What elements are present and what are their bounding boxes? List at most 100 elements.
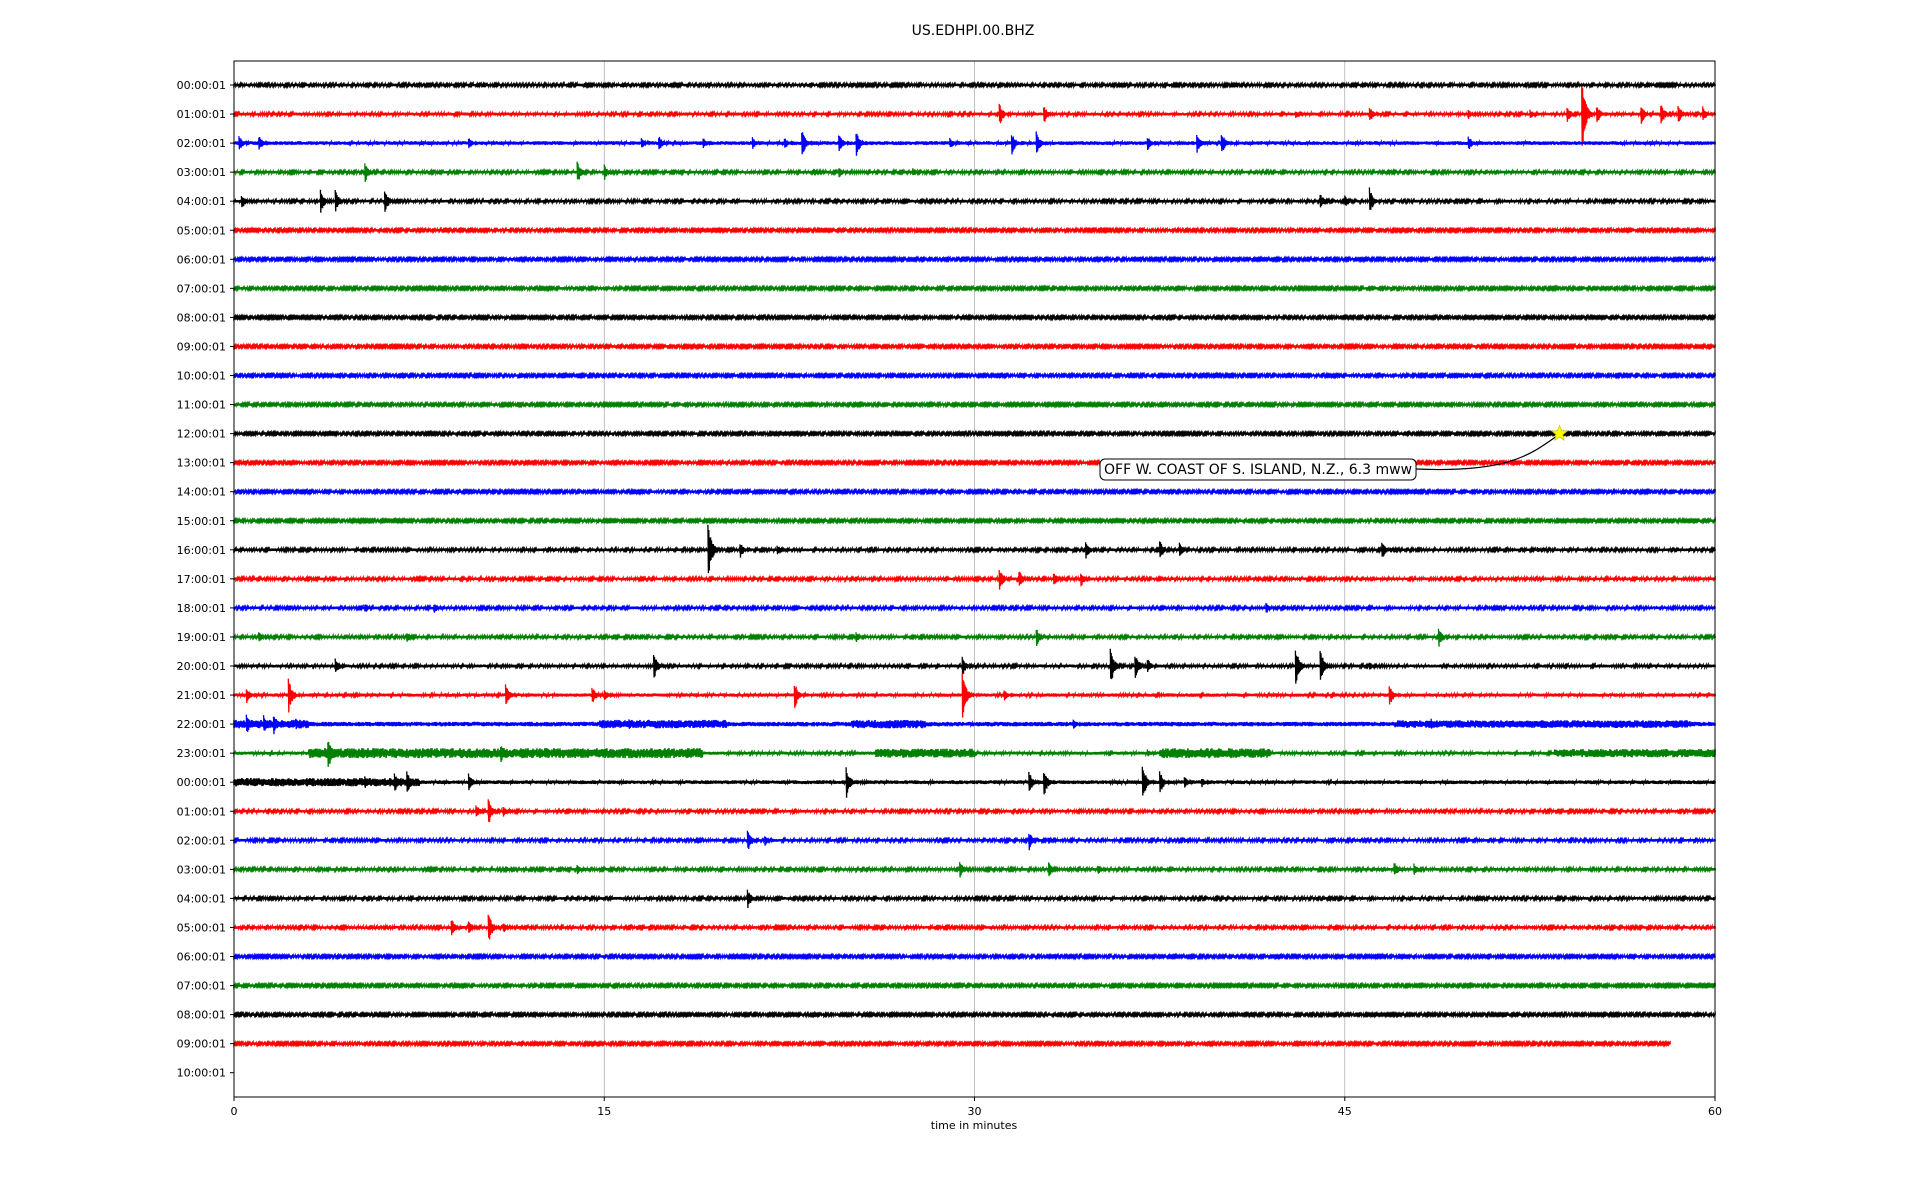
event-burst [502, 806, 516, 817]
event-burst [1319, 651, 1333, 680]
event-burst [961, 656, 975, 674]
event-burst [961, 673, 975, 718]
y-tick-label: 02:00:01 [177, 834, 226, 847]
event-burst [240, 195, 255, 208]
event-burst [1010, 135, 1025, 155]
event-burst [949, 137, 963, 148]
event-burst [793, 685, 808, 708]
event-burst [1072, 719, 1086, 729]
event-burst [628, 719, 642, 729]
event-burst [502, 923, 516, 932]
trace-row [233, 196, 1716, 206]
x-tick-label: 60 [1708, 1105, 1722, 1118]
event-star-icon [1550, 424, 1569, 441]
event-burst [258, 632, 272, 642]
trace-row [233, 748, 1716, 759]
y-tick-label: 06:00:01 [177, 253, 226, 266]
y-tick-label: 14:00:01 [177, 486, 226, 499]
event-burst [1035, 629, 1049, 647]
y-tick-label: 03:00:01 [177, 863, 226, 876]
annotation-arrow [1416, 435, 1558, 471]
event-burst [1368, 108, 1383, 120]
trace-row [233, 138, 1716, 148]
event-burst [1381, 542, 1395, 557]
event-burst [1220, 135, 1235, 152]
y-tick-label: 05:00:01 [177, 921, 226, 934]
y-tick-label: 12:00:01 [177, 428, 226, 441]
y-tick-label: 08:00:01 [177, 1009, 226, 1022]
trace-row [233, 545, 1716, 555]
event-burst [1467, 136, 1481, 150]
event-burst [707, 524, 721, 574]
plot-frame [233, 60, 1716, 1098]
event-burst [1035, 131, 1049, 153]
event-burst [287, 678, 302, 713]
trace-row [233, 487, 1716, 496]
event-burst [245, 714, 259, 732]
event-burst [334, 658, 348, 672]
trace-row [233, 1010, 1716, 1019]
y-tick-label: 16:00:01 [177, 544, 226, 557]
annotation-label: OFF W. COAST OF S. ISLAND, N.Z., 6.3 mww [1104, 462, 1412, 478]
event-burst [813, 168, 827, 176]
event-burst [801, 132, 815, 155]
event-burst [467, 921, 482, 933]
trace-row [233, 109, 1716, 119]
event-burst [1158, 771, 1173, 793]
event-burst [450, 920, 464, 936]
event-burst [1183, 777, 1197, 788]
event-burst [1047, 862, 1062, 877]
x-axis-ticks: 0 15 30 45 60 [231, 1097, 1722, 1118]
trace-layer [233, 80, 1716, 1048]
trace-row [233, 806, 1716, 816]
event-burst [652, 655, 667, 678]
event-burst [1079, 573, 1094, 587]
y-tick-label: 11:00:01 [177, 399, 226, 412]
y-axis-ticks: 00:00:01 01:00:01 02:00:01 03:00:01 04:00:01… [177, 79, 234, 1080]
event-burst [640, 227, 654, 234]
event-burst [1595, 107, 1610, 122]
event-burst [657, 136, 672, 150]
y-tick-label: 04:00:01 [177, 892, 226, 905]
trace-row [233, 603, 1716, 613]
event-burst [1702, 106, 1716, 120]
event-burst [838, 135, 852, 151]
trace-row [233, 313, 1716, 322]
event-burst [1368, 187, 1383, 210]
event-burst [1566, 108, 1580, 122]
y-tick-label: 00:00:01 [177, 79, 226, 92]
event-burst [1052, 573, 1067, 585]
event-burst [1393, 863, 1407, 875]
event-burst [1529, 109, 1543, 118]
event-burst [1047, 837, 1062, 844]
annotation-box [1099, 458, 1417, 481]
y-tick-label: 04:00:01 [177, 195, 226, 208]
event-burst [319, 189, 334, 213]
event-burst [746, 889, 761, 909]
event-burst [504, 865, 518, 873]
y-tick-label: 23:00:01 [177, 747, 226, 760]
trace-row [233, 80, 1716, 90]
trace-row [233, 719, 1716, 729]
x-tick-label: 15 [597, 1105, 611, 1118]
y-tick-label: 10:00:01 [177, 1067, 226, 1080]
event-burst [393, 773, 408, 791]
event-annotation: OFF W. COAST OF S. ISLAND, N.Z., 6.3 mww [1099, 424, 1569, 481]
event-burst [1028, 771, 1042, 791]
y-tick-label: 03:00:01 [177, 166, 226, 179]
event-burst [1265, 603, 1279, 613]
event-burst [959, 862, 973, 878]
x-axis-label: time in minutes [931, 1119, 1018, 1132]
trace-row [233, 255, 1716, 264]
event-burst [406, 633, 420, 642]
trace-row [233, 981, 1716, 990]
event-burst [258, 137, 272, 150]
event-burst [1028, 833, 1042, 851]
event-burst [912, 168, 926, 176]
event-burst [295, 718, 309, 730]
x-tick-label: 0 [231, 1105, 238, 1118]
event-burst [1003, 690, 1017, 701]
event-burst [764, 836, 778, 846]
event-burst [1467, 109, 1481, 119]
